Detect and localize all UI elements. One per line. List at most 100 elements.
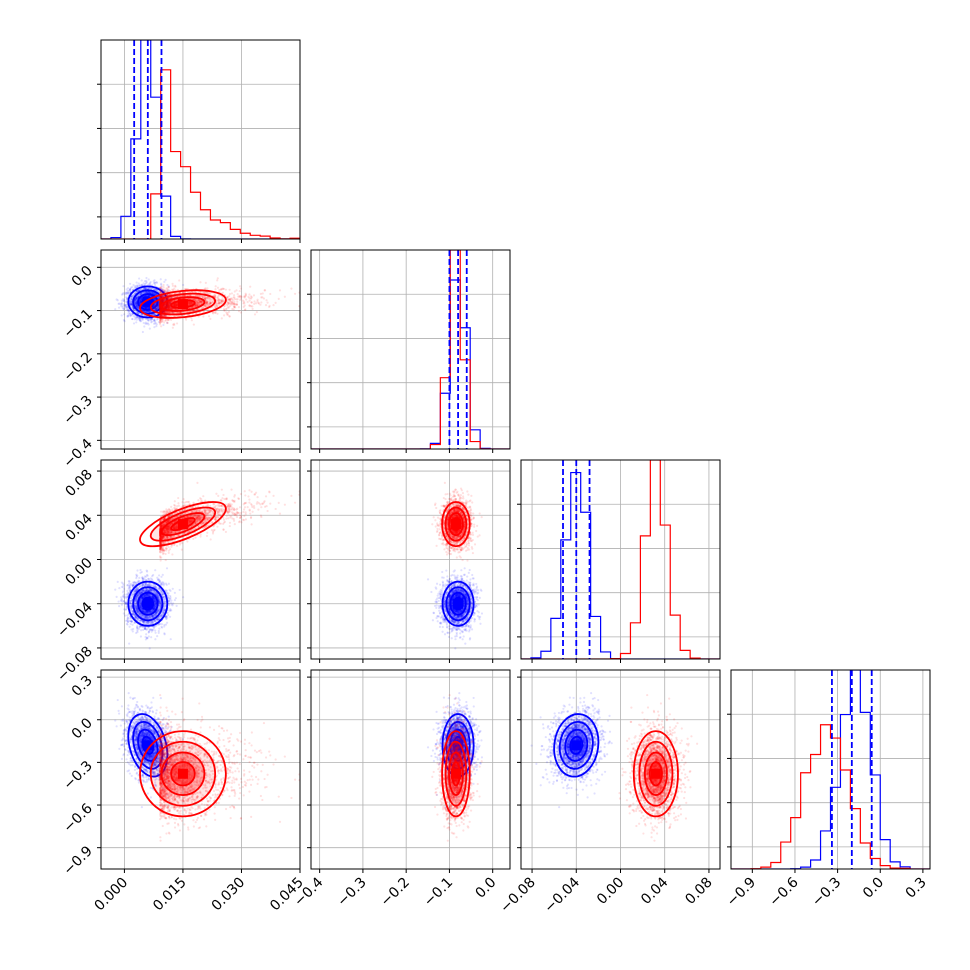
scatter-point	[140, 313, 143, 316]
scatter-point	[148, 327, 151, 330]
scatter-point	[139, 319, 143, 323]
scatter-point	[157, 297, 160, 300]
scatter-point	[283, 295, 286, 298]
scatter-point	[143, 310, 146, 313]
scatter-point	[147, 295, 151, 298]
scatter-point	[160, 320, 164, 324]
scatter-point	[148, 310, 151, 313]
scatter-point	[129, 302, 132, 305]
scatter-point	[154, 293, 157, 296]
scatter-point	[125, 297, 129, 300]
scatter-point	[236, 300, 239, 303]
scatter-point	[315, 290, 317, 292]
scatter-point	[139, 298, 143, 302]
scatter-point	[133, 292, 136, 295]
scatter-point	[139, 300, 142, 304]
scatter-point	[153, 288, 156, 291]
scatter-point	[133, 292, 136, 295]
scatter-point	[252, 294, 256, 297]
scatter-point	[278, 289, 282, 292]
panel-plot-area	[101, 40, 300, 239]
scatter-point	[118, 306, 121, 309]
scatter-point	[128, 312, 131, 316]
scatter-point	[190, 319, 193, 322]
scatter-point	[134, 297, 138, 300]
scatter-point	[277, 297, 280, 300]
scatter-point	[132, 283, 135, 287]
scatter-point	[128, 282, 132, 285]
scatter-point	[166, 283, 169, 287]
scatter-point	[171, 284, 175, 287]
scatter-point	[225, 313, 228, 316]
scatter-point	[135, 299, 138, 302]
scatter-point	[125, 291, 128, 294]
scatter-point	[134, 286, 137, 289]
scatter-point	[253, 313, 257, 316]
scatter-point	[125, 305, 128, 308]
scatter-point	[134, 301, 137, 304]
scatter-point	[129, 288, 132, 291]
scatter-point	[209, 317, 212, 320]
scatter-point	[220, 288, 223, 291]
scatter-point	[143, 325, 146, 328]
scatter-point	[122, 298, 126, 302]
scatter-point	[264, 304, 268, 307]
scatter-point	[144, 306, 148, 309]
scatter-point	[137, 282, 140, 285]
scatter-point	[228, 292, 232, 296]
scatter-point	[162, 283, 165, 287]
scatter-point	[119, 303, 122, 306]
scatter-point	[148, 290, 151, 294]
scatter-point	[131, 295, 134, 298]
scatter-point	[162, 290, 165, 293]
scatter-point	[128, 310, 131, 313]
scatter-point	[145, 294, 148, 298]
scatter-point	[174, 285, 177, 288]
scatter-point	[127, 312, 130, 315]
scatter-point	[223, 308, 226, 312]
scatter-point	[223, 314, 226, 317]
scatter-point	[158, 303, 162, 306]
scatter-point	[290, 287, 293, 290]
scatter-point	[146, 294, 149, 298]
scatter-point	[239, 287, 243, 290]
scatter-point	[126, 315, 129, 318]
scatter-point	[159, 323, 162, 326]
scatter-point	[260, 301, 263, 304]
scatter-point	[158, 304, 161, 307]
scatter-point	[173, 323, 176, 327]
scatter-point	[123, 313, 126, 316]
scatter-point	[130, 303, 133, 306]
scatter-point	[246, 300, 249, 304]
scatter-point	[142, 309, 145, 313]
scatter-point	[123, 300, 126, 303]
scatter-point	[138, 318, 141, 322]
scatter-point	[135, 303, 138, 306]
scatter-point	[256, 300, 259, 303]
scatter-point	[142, 310, 145, 313]
scatter-point	[135, 305, 138, 309]
scatter-point	[153, 313, 156, 316]
scatter-point	[122, 307, 125, 310]
scatter-point	[233, 300, 236, 303]
scatter-point	[125, 298, 128, 301]
scatter-point	[139, 288, 142, 291]
scatter-point	[153, 320, 157, 323]
scatter-point	[154, 281, 157, 285]
scatter-point	[139, 300, 142, 303]
scatter-point	[302, 298, 304, 300]
scatter-point	[157, 305, 160, 309]
scatter-point	[136, 305, 139, 309]
scatter-point	[171, 282, 174, 285]
scatter-point	[133, 302, 137, 305]
scatter-point	[157, 306, 160, 310]
scatter-point	[134, 300, 137, 303]
scatter-point	[159, 319, 162, 322]
scatter-point	[272, 304, 275, 307]
scatter-point	[178, 279, 181, 282]
scatter-point	[131, 317, 134, 321]
scatter-point	[265, 299, 268, 302]
scatter-point	[148, 317, 152, 321]
scatter-point	[139, 300, 143, 303]
scatter-point	[150, 320, 153, 323]
